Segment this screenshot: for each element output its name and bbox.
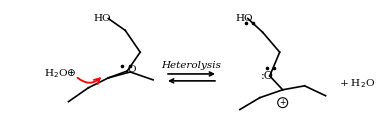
Text: Heterolysis: Heterolysis	[161, 61, 221, 70]
Text: + H$_2$O: + H$_2$O	[339, 77, 375, 90]
Text: :O: :O	[261, 71, 274, 81]
Text: HO: HO	[235, 14, 253, 23]
Text: H$_2$O$\oplus$: H$_2$O$\oplus$	[44, 68, 77, 80]
Text: HO: HO	[94, 14, 111, 23]
Text: +: +	[279, 98, 286, 107]
Text: O: O	[127, 65, 135, 75]
